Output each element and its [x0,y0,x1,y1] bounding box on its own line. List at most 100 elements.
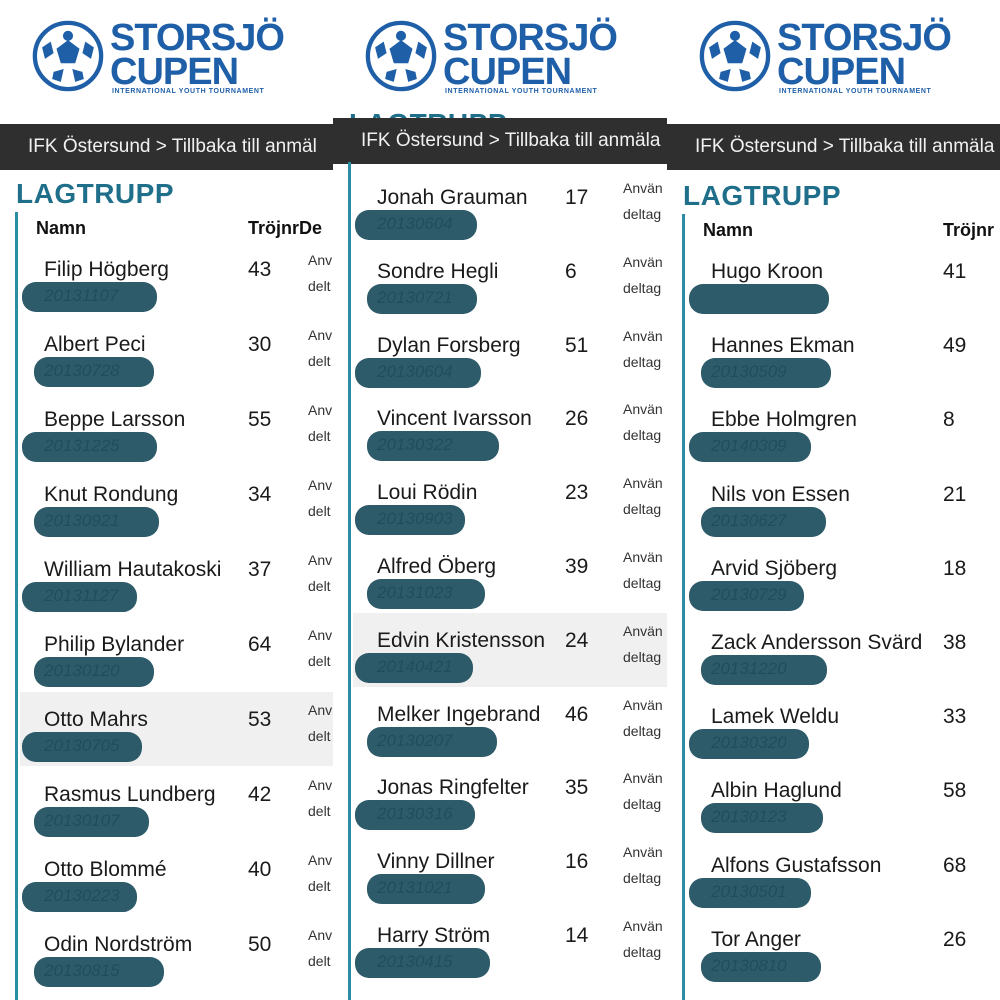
player-status-line1: Anv [308,627,333,643]
player-name: Vincent Ivarsson [377,407,532,431]
player-status-line1: Använ [623,327,663,344]
player-row[interactable]: Otto Mahrs5320130705Anvdelt [20,692,333,766]
player-row[interactable]: Albert Peci3020130728Anvdelt [20,317,333,391]
player-row[interactable]: Melker Ingebrand4620130207Användeltag [353,687,667,761]
redaction-mark [22,432,157,462]
player-row[interactable]: Knut Rondung3420130921Anvdelt [20,467,333,541]
player-row[interactable]: Jonas Ringfelter3520130316Användeltag [353,760,667,834]
player-jersey-number: 49 [943,334,967,358]
player-jersey-number: 33 [943,705,967,729]
player-name: Alfred Öberg [377,555,497,578]
player-row[interactable]: Loui Rödin2320130903Användeltag [353,465,667,539]
player-row[interactable]: Arvid Sjöberg1820130729 [687,541,1000,615]
redaction-mark [34,357,154,387]
player-row[interactable]: Otto Blommé4020130223Anvdelt [20,842,333,916]
player-jersey-number: 26 [565,407,589,431]
player-row[interactable]: Tor Anger2620130810 [687,912,1000,986]
redaction-mark [22,582,137,612]
storsjo-cupen-logo[interactable]: STORSJÖ CUPEN INTERNATIONAL YOUTH TOURNAME… [699,14,999,98]
redaction-mark [355,948,490,978]
player-status-line1: Använ [623,475,663,492]
player-status-line1: Använ [623,549,663,565]
player-jersey-number: 8 [943,408,955,432]
player-row[interactable]: Jonah Grauman1720130604Användeltag [353,170,667,244]
player-row[interactable]: Ebbe Holmgren820140309 [687,392,1000,466]
redaction-mark [34,507,159,537]
player-row[interactable]: Lamek Weldu3320130320 [687,689,1000,763]
player-name: Zack Andersson Svärd [711,631,923,654]
redaction-mark [355,505,465,536]
player-row[interactable]: Harry Ström1420130415Användeltag [353,908,667,982]
player-jersey-number: 6 [565,259,577,283]
breadcrumb-nav[interactable]: IFK Östersund > Tillbaka till anmäla [333,118,667,164]
player-row[interactable]: William Hautakoski3720131127Anvdelt [20,542,333,616]
player-row[interactable]: Alfred Öberg3920131023Användeltag [353,539,667,613]
player-status-line2: delt [308,578,331,594]
storsjo-cupen-logo[interactable]: STORSJÖ CUPEN INTERNATIONAL YOUTH TOURNAME… [32,14,332,98]
redaction-mark [22,732,142,762]
player-status-line1: Anv [308,477,333,493]
player-jersey-number: 39 [565,555,589,578]
player-row[interactable]: Odin Nordström5020130815Anvdelt [20,917,333,991]
player-row[interactable]: Filip Högberg4320131107Anvdelt [20,242,333,316]
player-jersey-number: 46 [565,702,589,726]
player-name: Beppe Larsson [44,408,186,431]
redaction-mark [34,657,154,687]
player-jersey-number: 40 [248,858,272,881]
player-jersey-number: 64 [248,633,272,656]
player-status-line2: deltag [623,722,662,739]
column-header-number: Tröjnr [943,220,995,240]
redaction-mark [34,807,149,837]
player-jersey-number: 34 [248,483,272,506]
player-name: Tor Anger [711,927,801,951]
player-row[interactable]: Dylan Forsberg5120130604Användeltag [353,318,667,392]
roster-panel-right: STORSJÖ CUPEN INTERNATIONAL YOUTH TOURNAME… [667,0,1000,1000]
player-status-line1: Använ [623,844,663,861]
breadcrumb-nav[interactable]: IFK Östersund > Tillbaka till anmäla [667,124,1000,170]
player-row[interactable]: Hannes Ekman4920130509 [687,318,1000,392]
breadcrumb-nav[interactable]: IFK Östersund > Tillbaka till anmäl [0,124,333,170]
redaction-mark [34,957,164,987]
player-row[interactable]: Sondre Hegli620130721Användeltag [353,244,667,318]
player-jersey-number: 16 [565,850,589,874]
player-status-line1: Använ [623,918,663,934]
player-row[interactable]: Vincent Ivarsson2620130322Användeltag [353,391,667,465]
player-row[interactable]: Alfons Gustafsson6820130501 [687,838,1000,912]
player-jersey-number: 53 [248,708,272,731]
player-row[interactable]: Beppe Larsson5520131225Anvdelt [20,392,333,466]
logo-line1: STORSJÖ [110,17,285,59]
player-row[interactable]: Rasmus Lundberg4220130107Anvdelt [20,767,333,841]
player-status-line1: Anv [308,702,333,718]
redaction-mark [367,579,485,609]
player-name: Edvin Kristensson [377,628,546,652]
storsjo-cupen-logo[interactable]: STORSJÖ CUPEN INTERNATIONAL YOUTH TOURNAME… [365,14,665,98]
player-status-line2: deltag [623,427,662,444]
logo-subtitle: INTERNATIONAL YOUTH TOURNAMENT [445,88,598,95]
player-name: Loui Rödin [377,481,478,505]
redaction-mark [355,210,477,240]
player-status-line2: deltag [623,279,662,296]
player-row[interactable]: Vinny Dillner1620131021Användeltag [353,834,667,908]
player-status-line2: delt [308,803,331,819]
redaction-mark [355,357,481,388]
redaction-mark [701,951,821,982]
player-name: Hugo Kroon [711,260,824,283]
player-name: Dylan Forsberg [377,333,521,357]
player-row[interactable]: Edvin Kristensson2420140421Användeltag [353,612,667,687]
player-row[interactable]: Zack Andersson Svärd3820131220 [687,615,1000,689]
redaction-mark [689,580,804,611]
player-row[interactable]: Nils von Essen2120130627 [687,467,1000,541]
redaction-mark [701,506,826,537]
logo-line2: CUPEN [443,51,572,93]
player-status-line2: delt [308,728,331,744]
player-jersey-number: 51 [565,333,589,357]
player-row[interactable]: Hugo Kroon 41 [687,244,1000,318]
player-row[interactable]: Philip Bylander6420130120Anvdelt [20,617,333,691]
redaction-mark [701,803,823,834]
player-name: Sondre Hegli [377,259,499,283]
player-status-line1: Anv [308,777,333,793]
soccer-ball-icon [32,20,104,92]
player-row[interactable]: Albin Haglund5820130123 [687,763,1000,837]
player-jersey-number: 38 [943,631,967,654]
player-status-line1: Använ [623,622,663,639]
